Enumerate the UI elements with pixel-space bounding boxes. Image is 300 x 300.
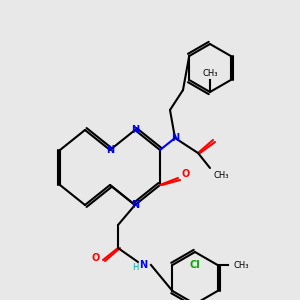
Text: H: H [132,263,138,272]
Text: N: N [171,133,179,143]
Text: N: N [131,200,139,210]
Text: CH₃: CH₃ [233,260,249,269]
Text: N: N [139,260,147,270]
Text: O: O [92,253,100,263]
Text: CH₃: CH₃ [214,170,230,179]
Text: N: N [106,145,114,155]
Text: CH₃: CH₃ [202,70,218,79]
Text: O: O [182,169,190,179]
Text: N: N [131,125,139,135]
Text: Cl: Cl [190,260,200,270]
